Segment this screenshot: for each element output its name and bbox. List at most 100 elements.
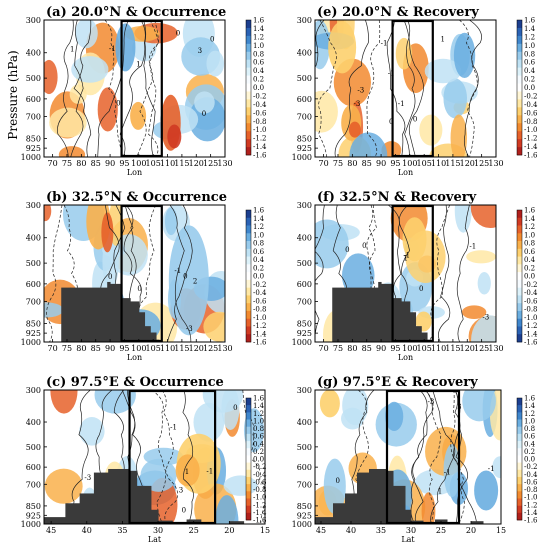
anomaly-shade (385, 401, 404, 431)
anomaly-shade (79, 417, 105, 446)
terrain-mask (138, 312, 146, 342)
colorbar-swatch (517, 279, 522, 288)
contour-label: 0 (210, 36, 214, 44)
contour-line (355, 390, 369, 524)
x-axis-label: Lat (401, 535, 415, 544)
terrain-mask (369, 468, 388, 524)
colorbar-swatch (246, 326, 251, 335)
panel-frame (314, 389, 502, 525)
contour-label: 0 (202, 110, 206, 118)
colorbar-label: 1.4 (524, 215, 536, 223)
colorbar-label: -0.8 (524, 306, 538, 314)
colorbar-swatch (517, 256, 522, 265)
y-tick-label: 400 (26, 418, 41, 427)
contour-line (148, 20, 160, 157)
colorbar-swatch (246, 210, 251, 219)
contour-label: 1 (440, 35, 444, 43)
anomaly-shade (421, 492, 436, 524)
colorbar-label: 1.6 (524, 207, 536, 215)
terrain-mask (340, 287, 379, 342)
anomaly-shade (75, 20, 98, 49)
colorbar-outline (516, 397, 523, 521)
colorbar-label: 0.2 (524, 76, 535, 84)
colorbar-label: -1.0 (524, 126, 538, 134)
colorbar-swatch (246, 484, 251, 492)
x-tick-label: 85 (362, 159, 372, 168)
colorbar-label: 0.4 (524, 256, 536, 264)
colorbar-label: 1.6 (253, 207, 265, 215)
colorbar-swatch (246, 75, 251, 84)
colorbar-label: -1.4 (524, 509, 538, 517)
anomaly-shade (453, 32, 476, 79)
anomaly-shade (164, 207, 178, 236)
y-tick-label: 500 (297, 443, 312, 452)
contour-line (136, 20, 159, 157)
colorbar-label: 1.6 (253, 17, 265, 25)
x-tick-label: 90 (105, 159, 115, 168)
terrain-mask (136, 485, 152, 524)
x-tick-label: 115 (174, 344, 189, 353)
colorbar-a: 1.61.41.21.00.80.60.40.20.0-0.2-0.4-0.6-… (245, 17, 267, 160)
colorbar-swatch (246, 91, 251, 100)
colorbar-swatch (246, 233, 251, 242)
terrain-mask (415, 326, 422, 342)
x-tick-label: 70 (319, 344, 329, 353)
colorbar-swatch (517, 75, 522, 84)
x-tick-label: 120 (189, 344, 204, 353)
colorbar-outline (516, 209, 523, 343)
colorbar-label: 0.0 (524, 456, 535, 464)
anomaly-shade (342, 390, 369, 426)
contour-line (70, 20, 84, 157)
y-tick-label: 300 (297, 386, 312, 395)
anomaly-shade (395, 37, 413, 70)
x-tick-label: 120 (460, 159, 475, 168)
colorbar-label: 1.2 (524, 410, 535, 418)
contour-label: -1 (469, 242, 476, 250)
anomaly-shade (101, 212, 114, 253)
x-tick-label: 35 (376, 526, 386, 535)
contour-line (104, 20, 124, 157)
colorbar-label: -0.4 (524, 289, 538, 297)
colorbar-label: 1.4 (253, 402, 265, 410)
panel-frame (314, 19, 497, 158)
panel-frame (314, 204, 497, 343)
colorbar-swatch (517, 326, 522, 335)
study-region-box (120, 19, 163, 158)
colorbar-swatch (246, 433, 251, 442)
contour-label: -3 (482, 314, 489, 322)
colorbar-swatch (246, 59, 251, 68)
contour-line (366, 20, 381, 157)
anomaly-shade (323, 458, 346, 514)
y-tick-label: 925 (26, 144, 41, 153)
y-tick-label: 400 (297, 418, 312, 427)
x-tick-label: 110 (160, 344, 175, 353)
contour-label: 1 (438, 488, 442, 496)
colorbar-swatch (517, 318, 522, 327)
colorbar-label: 0.2 (524, 264, 535, 272)
colorbar-swatch (517, 405, 522, 413)
terrain-mask (229, 521, 245, 524)
x-tick-label: 30 (406, 526, 416, 535)
colorbar-label: -1.4 (253, 330, 267, 338)
colorbar-label: 0.2 (524, 448, 535, 456)
colorbar-label: 1.4 (253, 25, 265, 33)
x-tick-label: 45 (316, 526, 326, 535)
x-tick-label: 70 (319, 159, 329, 168)
x-tick-label: 85 (362, 344, 372, 353)
colorbar-label: -0.2 (253, 463, 267, 471)
colorbar-label: 0.8 (253, 240, 264, 248)
contour-label: 0 (389, 118, 393, 126)
x-tick-label: 95 (119, 159, 129, 168)
contour-line (404, 20, 416, 157)
y-tick-label: 600 (26, 463, 41, 472)
contour-label: 0 (116, 100, 120, 108)
anomaly-shade (49, 107, 87, 138)
colorbar-swatch (246, 412, 251, 420)
x-axis-label: Lon (127, 353, 142, 362)
panel-title: (a) 20.0°N & Occurrence (46, 5, 226, 20)
x-tick-label: 130 (488, 159, 503, 168)
x-tick-label: 80 (76, 344, 86, 353)
contour-line (411, 390, 428, 524)
x-tick-label: 125 (474, 159, 489, 168)
terrain-mask (150, 509, 159, 524)
